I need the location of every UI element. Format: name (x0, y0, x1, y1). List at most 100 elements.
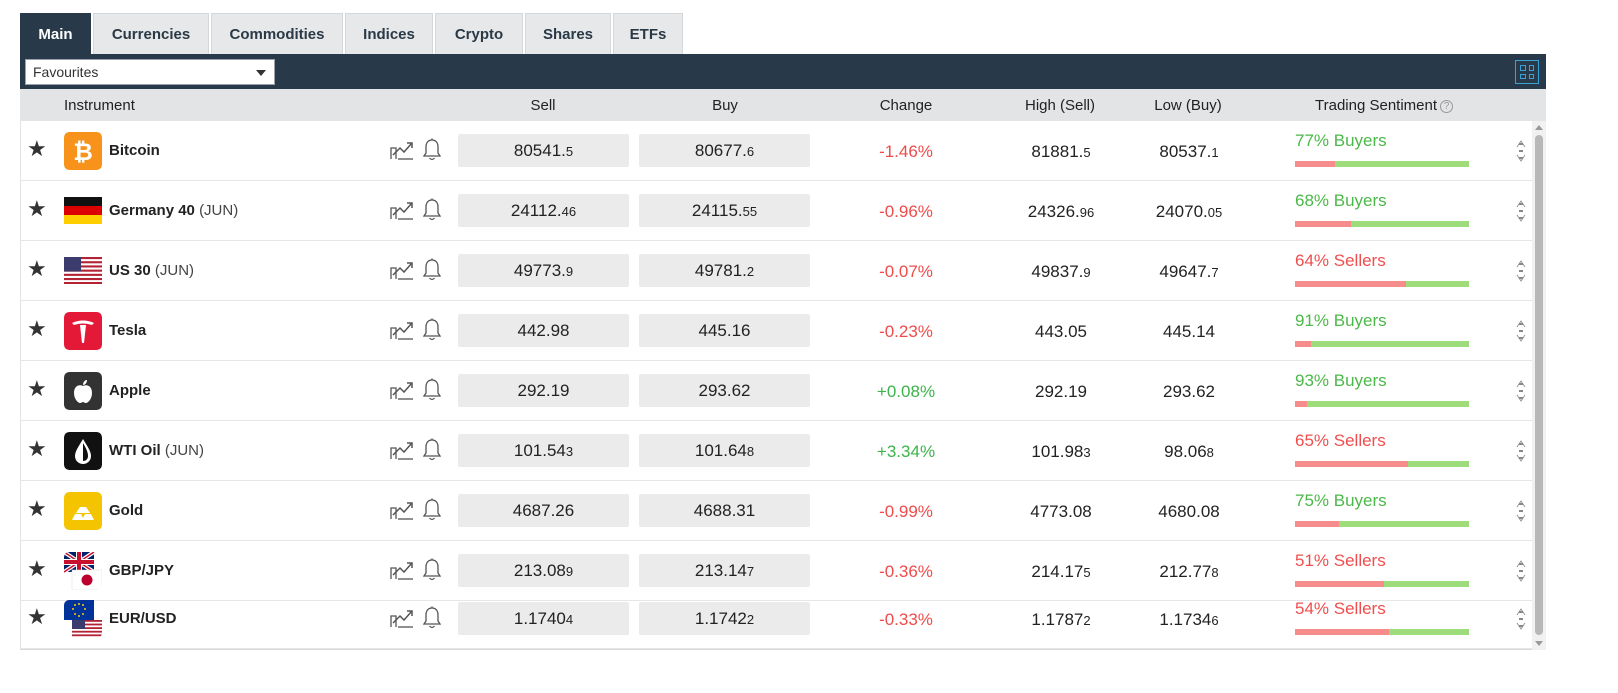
table-row[interactable]: ★ GBP/JPY 213.089 213.147 -0.36% 214.175 212.… (21, 541, 1532, 601)
favourite-star-icon[interactable]: ★ (27, 316, 47, 341)
instrument-label: EUR/USD (109, 610, 177, 627)
sell-price-button[interactable]: 80541.5 (458, 134, 629, 167)
watchlist-select[interactable]: Favourites (25, 59, 275, 85)
buy-price-button[interactable]: 101.648 (639, 434, 810, 467)
sentiment-bar (1295, 461, 1469, 467)
tab-indices[interactable]: Indices (345, 13, 433, 54)
instrument-name[interactable]: EUR/USD (109, 610, 177, 627)
sell-price-button[interactable]: 4687.26 (458, 494, 629, 527)
instrument-name[interactable]: Bitcoin (109, 142, 160, 159)
instrument-name[interactable]: Tesla (109, 322, 146, 339)
bell-icon[interactable] (422, 558, 442, 582)
buy-price-button[interactable]: 4688.31 (639, 494, 810, 527)
favourite-star-icon[interactable]: ★ (27, 556, 47, 581)
scrollbar[interactable] (1532, 121, 1546, 650)
favourite-star-icon[interactable]: ★ (27, 496, 47, 521)
watchlist-select-value: Favourites (33, 64, 99, 80)
buy-price-button[interactable]: 213.147 (639, 554, 810, 587)
chart-icon[interactable] (389, 559, 415, 581)
buy-price-button[interactable]: 49781.2 (639, 254, 810, 287)
bell-icon[interactable] (422, 198, 442, 222)
bell-icon[interactable] (422, 378, 442, 402)
sell-price-button[interactable]: 24112.46 (458, 194, 629, 227)
drag-handle-icon[interactable] (1516, 199, 1526, 223)
tab-main[interactable]: Main (20, 13, 91, 54)
chart-icon[interactable] (389, 139, 415, 161)
drag-handle-icon[interactable] (1516, 439, 1526, 463)
low-main: 4680.08 (1158, 502, 1220, 521)
sentiment-label: 93% Buyers (1295, 371, 1387, 390)
sell-price-button[interactable]: 442.98 (458, 314, 629, 347)
grid-view-icon[interactable] (1515, 60, 1539, 84)
table-row[interactable]: ★ Tesla 442.98 445.16 -0.23% 443.05 445.14 91%… (21, 301, 1532, 361)
chart-icon[interactable] (389, 379, 415, 401)
chart-icon[interactable] (389, 439, 415, 461)
buy-price-button[interactable]: 445.16 (639, 314, 810, 347)
help-icon[interactable]: ? (1440, 100, 1454, 113)
bell-icon[interactable] (422, 438, 442, 462)
favourite-star-icon[interactable]: ★ (27, 376, 47, 401)
buy-price-button[interactable]: 293.62 (639, 374, 810, 407)
tab-currencies[interactable]: Currencies (93, 13, 209, 54)
bell-icon[interactable] (422, 606, 442, 630)
bell-icon[interactable] (422, 498, 442, 522)
table-row[interactable]: ★ Germany 40 (JUN) 24112.46 24115.55 -0.96% 2… (21, 181, 1532, 241)
buy-price-button[interactable]: 80677.6 (639, 134, 810, 167)
chart-icon[interactable] (389, 259, 415, 281)
favourite-star-icon[interactable]: ★ (27, 196, 47, 221)
sell-price-button[interactable]: 213.089 (458, 554, 629, 587)
table-row[interactable]: ★ US 30 (JUN) 49773.9 49781.2 -0.07% 49837.9 4… (21, 241, 1532, 301)
drag-handle-icon[interactable] (1516, 139, 1526, 163)
drag-handle-icon[interactable] (1516, 319, 1526, 343)
bell-icon[interactable] (422, 318, 442, 342)
table-row[interactable]: ★ WTI Oil (JUN) 101.543 101.648 +3.34% 101.98… (21, 421, 1532, 481)
favourite-star-icon[interactable]: ★ (27, 604, 47, 629)
bell-icon[interactable] (422, 138, 442, 162)
instrument-expiry: (JUN) (164, 442, 204, 459)
favourite-star-icon[interactable]: ★ (27, 256, 47, 281)
sentiment-label: 51% Sellers (1295, 551, 1386, 570)
table-row[interactable]: ★ EUR/USD 1.17404 1.17422 -0.33% 1.17872 1.17… (21, 589, 1532, 649)
instrument-name[interactable]: Gold (109, 502, 143, 519)
drag-handle-icon[interactable] (1516, 559, 1526, 583)
low-buy-value: 80537.1 (1159, 142, 1218, 162)
instrument-name[interactable]: Germany 40 (JUN) (109, 202, 238, 219)
instrument-name[interactable]: Apple (109, 382, 151, 399)
high-main: 292.19 (1035, 382, 1087, 401)
scroll-down-icon[interactable] (1535, 641, 1543, 646)
drag-handle-icon[interactable] (1516, 259, 1526, 283)
buy-price-main: 24115. (691, 201, 743, 220)
scroll-thumb[interactable] (1535, 135, 1543, 635)
chart-icon[interactable] (389, 199, 415, 221)
instrument-name[interactable]: US 30 (JUN) (109, 262, 194, 279)
table-row[interactable]: ★ Apple 292.19 293.62 +0.08% 292.19 293.62 93%… (21, 361, 1532, 421)
buy-price-button[interactable]: 1.17422 (639, 602, 810, 635)
drag-handle-icon[interactable] (1516, 499, 1526, 523)
sell-price-button[interactable]: 292.19 (458, 374, 629, 407)
sell-price-main: 292.19 (517, 381, 570, 400)
favourite-star-icon[interactable]: ★ (27, 436, 47, 461)
tab-commodities[interactable]: Commodities (211, 13, 343, 54)
instrument-name[interactable]: WTI Oil (JUN) (109, 442, 204, 459)
sell-price-button[interactable]: 101.543 (458, 434, 629, 467)
col-sentiment: Trading Sentiment? (1315, 97, 1454, 114)
tab-etfs[interactable]: ETFs (613, 13, 683, 54)
chart-icon[interactable] (389, 319, 415, 341)
bell-icon[interactable] (422, 258, 442, 282)
drag-handle-icon[interactable] (1516, 607, 1526, 631)
drag-handle-icon[interactable] (1516, 379, 1526, 403)
gbp-jpy-flags-icon (64, 552, 102, 590)
instrument-label: Tesla (109, 322, 147, 339)
chart-icon[interactable] (389, 499, 415, 521)
instrument-name[interactable]: GBP/JPY (109, 562, 174, 579)
tab-crypto[interactable]: Crypto (435, 13, 523, 54)
table-row[interactable]: ★ ₿ Bitcoin 80541.5 80677.6 -1.46% 81881.5 805… (21, 121, 1532, 181)
tab-shares[interactable]: Shares (525, 13, 611, 54)
scroll-up-icon[interactable] (1535, 125, 1543, 130)
buy-price-button[interactable]: 24115.55 (639, 194, 810, 227)
sell-price-button[interactable]: 49773.9 (458, 254, 629, 287)
sell-price-button[interactable]: 1.17404 (458, 602, 629, 635)
chart-icon[interactable] (389, 607, 415, 629)
favourite-star-icon[interactable]: ★ (27, 136, 47, 161)
table-row[interactable]: ★ Gold 4687.26 4688.31 -0.99% 4773.08 4680.08… (21, 481, 1532, 541)
